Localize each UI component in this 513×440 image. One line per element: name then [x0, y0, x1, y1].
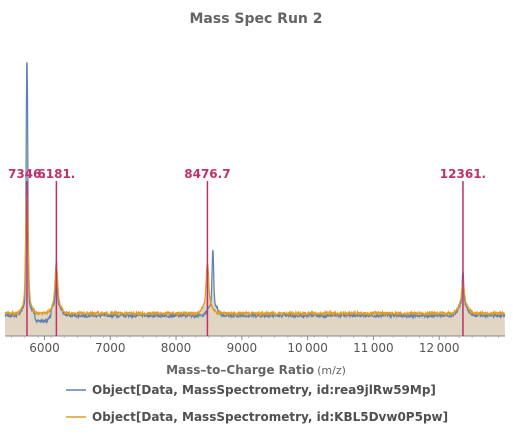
series-line-2 — [4, 192, 505, 318]
x-axis-unit: (m/z) — [317, 364, 346, 377]
x-tick-label: 11 000 — [353, 341, 394, 355]
peak-label: 8476.7 — [184, 167, 230, 181]
x-axis-label-text: Mass–to–Charge Ratio — [166, 363, 314, 377]
x-tick-label: 6000 — [29, 341, 60, 355]
legend-label-1: Object[Data, MassSpectrometry, id:rea9jl… — [92, 383, 436, 397]
peak-label: 12361. — [440, 167, 486, 181]
peak-annotations: 7346.6181. 8476.7 12361. — [8, 167, 486, 336]
area-fill — [5, 63, 505, 336]
legend-label-2: Object[Data, MassSpectrometry, id:KBL5Dv… — [92, 410, 448, 424]
x-tick-label: 7000 — [95, 341, 126, 355]
plot-area — [4, 62, 506, 336]
x-axis-label: Mass–to–Charge Ratio (m/z) — [166, 363, 346, 377]
peak-label: 6181. — [37, 167, 75, 181]
x-tick-label: 12 000 — [419, 341, 460, 355]
peak-label: 7346. — [8, 167, 46, 181]
x-tick-label: 8000 — [161, 341, 192, 355]
x-tick-label: 9000 — [227, 341, 258, 355]
x-axis: 6000 7000 8000 9000 10 000 11 000 12 000 — [5, 335, 505, 355]
x-tick-label: 10 000 — [287, 341, 328, 355]
chart-title: Mass Spec Run 2 — [189, 11, 322, 27]
legend: Object[Data, MassSpectrometry, id:rea9jl… — [66, 383, 448, 424]
series-line-1 — [4, 62, 506, 325]
